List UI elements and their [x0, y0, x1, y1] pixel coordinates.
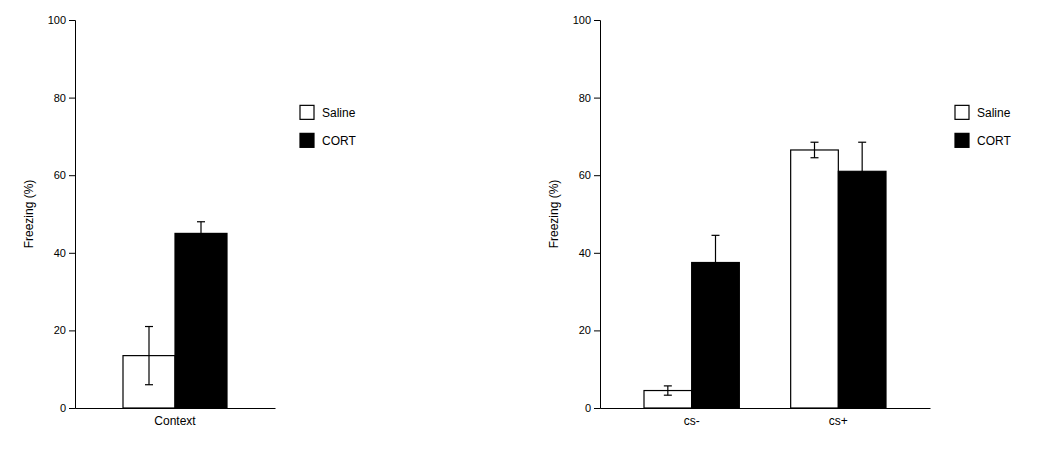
y-tick-label: 20 — [579, 324, 591, 336]
y-tick-mark — [69, 20, 75, 21]
legend-item: CORT — [955, 133, 1011, 147]
legend-item: Saline — [300, 105, 356, 119]
y-tick-label: 40 — [579, 247, 591, 259]
error-bar-cap — [858, 200, 866, 201]
bar — [175, 233, 227, 408]
y-axis-title: Freezing (%) — [22, 180, 36, 249]
chart-panel: 0 20 40 60 80 100 Context Freezing (%) Saline COR… — [22, 14, 356, 428]
error-bar-line — [715, 235, 716, 289]
error-bar-line — [200, 222, 201, 245]
y-tick-mark — [69, 253, 75, 254]
y-tick-mark — [594, 175, 600, 176]
y-tick: 80 — [579, 92, 600, 104]
legend-label: Saline — [977, 106, 1011, 120]
x-tick: cs- — [684, 408, 700, 428]
legend: Saline CORT — [955, 105, 1011, 147]
y-axis-line — [69, 21, 76, 409]
legend-label: Saline — [322, 106, 356, 120]
x-axis: Context — [76, 408, 276, 428]
y-tick: 80 — [54, 92, 75, 104]
y-tick-label: 60 — [54, 169, 66, 181]
y-tick-mark — [594, 330, 600, 331]
error-bar-cap — [664, 395, 672, 396]
y-tick: 60 — [579, 169, 600, 181]
y-tick-label: 100 — [573, 14, 591, 26]
y-tick-label: 100 — [48, 14, 66, 26]
y-tick-label: 80 — [54, 92, 66, 104]
x-axis-line — [601, 408, 931, 409]
x-tick-label: Context — [154, 414, 196, 428]
error-bar-cap — [858, 142, 866, 143]
error-bar — [858, 142, 866, 200]
legend-item: Saline — [955, 105, 1011, 119]
legend-swatch — [300, 133, 314, 147]
chart-canvas: 0 20 40 60 80 100 Context Freezing (%) Saline COR… — [0, 0, 1060, 453]
error-bar-cap — [145, 326, 153, 327]
y-tick-label: 0 — [585, 402, 591, 414]
y-tick-label: 40 — [54, 247, 66, 259]
y-tick-mark — [69, 175, 75, 176]
error-bar — [811, 142, 819, 158]
y-tick-mark — [69, 98, 75, 99]
bar — [791, 150, 839, 408]
error-bar-cap — [712, 235, 720, 236]
bar — [838, 171, 886, 408]
error-bar — [197, 222, 205, 245]
y-tick: 40 — [54, 247, 75, 259]
error-bar — [664, 386, 672, 395]
y-tick-label: 80 — [579, 92, 591, 104]
y-tick: 100 — [573, 14, 600, 26]
y-tick-label: 60 — [579, 169, 591, 181]
error-bar-line — [148, 327, 149, 385]
y-axis: 0 20 40 60 80 100 — [573, 14, 601, 414]
y-tick-mark — [69, 330, 75, 331]
error-bar-cap — [145, 384, 153, 385]
y-tick: 20 — [579, 324, 600, 336]
error-bar-line — [862, 142, 863, 200]
legend-swatch — [955, 133, 969, 147]
error-bar-cap — [197, 244, 205, 245]
x-tick-label: cs- — [684, 414, 700, 428]
chart-panel: 0 20 40 60 80 100 cs-cs+ Freezing (%) Saline CORT — [547, 14, 1011, 428]
legend: Saline CORT — [300, 105, 356, 147]
legend-item: CORT — [300, 133, 356, 147]
plot-area — [644, 142, 886, 408]
y-tick: 0 — [60, 402, 75, 414]
y-tick: 100 — [48, 14, 75, 26]
plot-area — [123, 222, 227, 408]
y-tick-label: 0 — [60, 402, 66, 414]
legend-swatch — [300, 105, 314, 119]
legend-label: CORT — [322, 134, 356, 148]
y-tick-label: 20 — [54, 324, 66, 336]
y-tick-mark — [69, 408, 75, 409]
error-bar-line — [667, 386, 668, 395]
y-tick-mark — [594, 253, 600, 254]
legend-label: CORT — [977, 134, 1011, 148]
y-tick: 0 — [585, 402, 600, 414]
y-tick: 60 — [54, 169, 75, 181]
error-bar-cap — [664, 385, 672, 386]
y-tick-mark — [594, 98, 600, 99]
error-bar-cap — [197, 221, 205, 222]
y-tick: 20 — [54, 324, 75, 336]
y-axis-line — [594, 21, 601, 409]
x-axis-line — [76, 408, 276, 409]
y-tick-mark — [594, 408, 600, 409]
error-bar — [712, 235, 720, 289]
legend-swatch — [955, 105, 969, 119]
error-bar-cap — [712, 289, 720, 290]
error-bar-cap — [811, 142, 819, 143]
x-axis: cs-cs+ — [601, 408, 931, 428]
error-bar-cap — [811, 157, 819, 158]
error-bar — [145, 327, 153, 385]
y-axis: 0 20 40 60 80 100 — [48, 14, 76, 414]
y-axis-title: Freezing (%) — [547, 180, 561, 249]
x-tick: cs+ — [829, 408, 848, 428]
y-tick: 40 — [579, 247, 600, 259]
error-bar-line — [814, 142, 815, 158]
x-tick: Context — [154, 408, 196, 428]
y-tick-mark — [594, 20, 600, 21]
x-tick-label: cs+ — [829, 414, 848, 428]
